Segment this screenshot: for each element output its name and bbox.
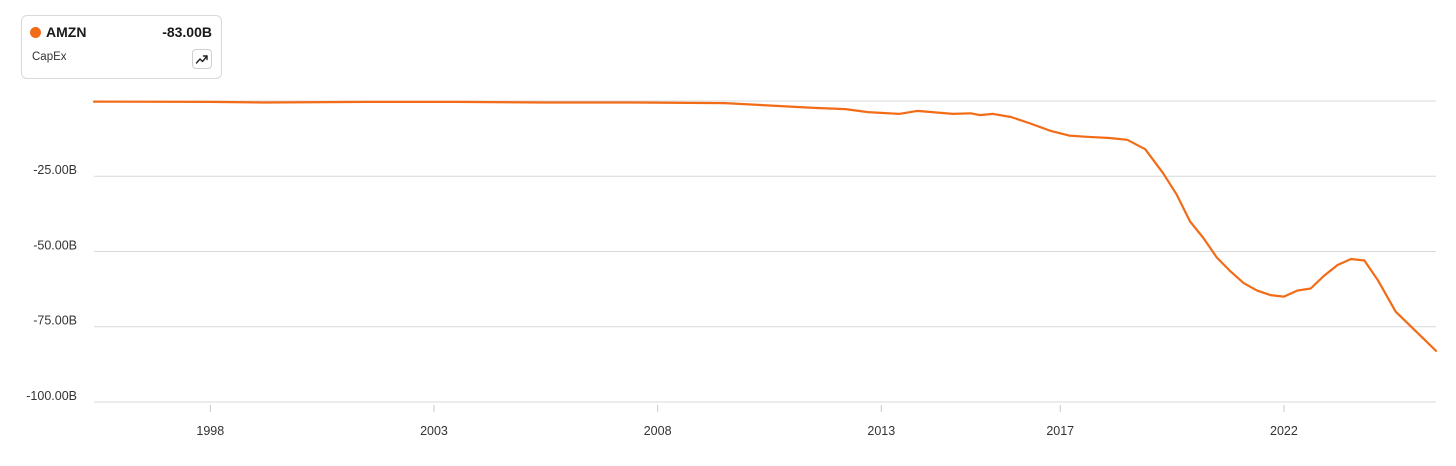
trend-toggle-button[interactable] xyxy=(192,49,212,69)
x-tick-label: 2008 xyxy=(644,424,672,438)
y-tick-label: -100.00B xyxy=(26,389,77,403)
y-tick-label: -25.00B xyxy=(33,163,77,177)
legend-ticker: AMZN xyxy=(46,24,87,40)
legend-metric: CapEx xyxy=(32,51,67,63)
series-color-dot xyxy=(30,27,41,38)
x-tick-label: 2022 xyxy=(1270,424,1298,438)
legend-card: AMZN -83.00B CapEx xyxy=(21,15,222,79)
x-tick-label: 2003 xyxy=(420,424,448,438)
x-tick-label: 1998 xyxy=(196,424,224,438)
y-tick-label: -75.00B xyxy=(33,314,77,328)
trend-up-icon xyxy=(195,55,208,64)
x-tick-label: 2017 xyxy=(1046,424,1074,438)
y-tick-label: -50.00B xyxy=(33,238,77,252)
series-line-amzn xyxy=(92,100,1438,352)
legend-value: -83.00B xyxy=(162,24,212,40)
x-tick-label: 2013 xyxy=(867,424,895,438)
